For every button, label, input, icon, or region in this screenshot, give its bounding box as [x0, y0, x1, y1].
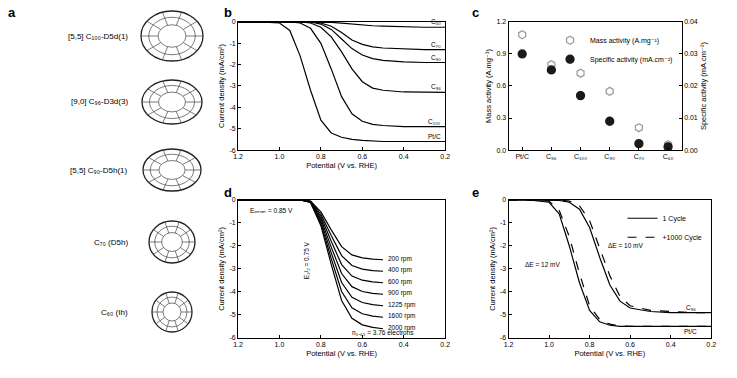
svg-text:[5,5] C₁₀₀-D5d(1): [5,5] C₁₀₀-D5d(1): [68, 32, 128, 41]
svg-text:-4: -4: [500, 288, 506, 295]
svg-text:0: 0: [232, 196, 236, 203]
svg-text:1.0: 1.0: [544, 341, 554, 348]
svg-text:900 rpm: 900 rpm: [388, 289, 412, 297]
svg-text:1225 rpm: 1225 rpm: [388, 301, 415, 309]
svg-text:200 rpm: 200 rpm: [388, 255, 412, 263]
svg-text:400 rpm: 400 rpm: [388, 266, 412, 274]
svg-text:0.2: 0.2: [706, 341, 716, 348]
svg-text:-6: -6: [229, 147, 235, 154]
svg-text:0.8: 0.8: [585, 341, 595, 348]
svg-text:Potential (V vs. RHE): Potential (V vs. RHE): [306, 161, 377, 170]
svg-text:0.02: 0.02: [684, 82, 698, 89]
svg-text:1.2: 1.2: [496, 18, 506, 25]
svg-text:0.4: 0.4: [399, 341, 409, 348]
svg-text:1.2: 1.2: [233, 341, 243, 348]
svg-text:0: 0: [232, 18, 236, 25]
svg-text:C₁₀₀: C₁₀₀: [574, 153, 587, 160]
svg-text:Current density (mA/cm²): Current density (mA/cm²): [217, 227, 226, 311]
svg-text:0.0: 0.0: [496, 147, 506, 154]
svg-text:C₆₀: C₆₀: [663, 153, 674, 160]
svg-text:Pt/C: Pt/C: [428, 133, 441, 140]
svg-text:Current density (mA/cm²): Current density (mA/cm²): [488, 227, 497, 311]
svg-text:-4: -4: [229, 288, 235, 295]
svg-text:b: b: [224, 5, 232, 20]
svg-text:n₀.₆₅ = 3.76 electrons: n₀.₆₅ = 3.76 electrons: [352, 329, 414, 336]
svg-text:1.2: 1.2: [233, 153, 243, 160]
svg-text:C₆₀: C₆₀: [431, 18, 441, 25]
svg-text:600 rpm: 600 rpm: [388, 278, 412, 286]
svg-text:-2: -2: [229, 61, 235, 68]
svg-text:+1000 Cycle: +1000 Cycle: [663, 234, 702, 242]
svg-text:Current density (mA/cm²): Current density (mA/cm²): [217, 44, 226, 128]
svg-text:Specific activity (mA.cm⁻²): Specific activity (mA.cm⁻²): [590, 56, 672, 64]
svg-text:Potential (V vs. RHE): Potential (V vs. RHE): [306, 349, 377, 358]
svg-text:0.01: 0.01: [684, 114, 698, 121]
svg-text:C₉₆: C₉₆: [431, 83, 441, 90]
svg-text:-2: -2: [500, 242, 506, 249]
svg-text:-3: -3: [229, 265, 235, 272]
svg-text:0.6: 0.6: [625, 341, 635, 348]
svg-text:a: a: [8, 5, 16, 20]
svg-text:C₉₆: C₉₆: [546, 153, 557, 160]
svg-text:Pt/C: Pt/C: [684, 328, 697, 335]
svg-text:2000 rpm: 2000 rpm: [388, 324, 415, 332]
svg-text:C₁₀₀: C₁₀₀: [428, 118, 441, 125]
svg-text:0.00: 0.00: [684, 147, 698, 154]
svg-text:0.4: 0.4: [399, 153, 409, 160]
svg-text:0.9: 0.9: [496, 50, 506, 57]
svg-text:0.6: 0.6: [496, 82, 506, 89]
svg-text:ΔE = 10 mV: ΔE = 10 mV: [608, 242, 644, 249]
svg-text:C₆₀ (Ih): C₆₀ (Ih): [101, 308, 128, 317]
svg-text:-4: -4: [229, 104, 235, 111]
svg-text:1600 rpm: 1600 rpm: [388, 312, 415, 320]
svg-text:ΔE = 12 mV: ΔE = 12 mV: [525, 261, 561, 268]
svg-text:-5: -5: [229, 125, 235, 132]
svg-text:Mass activity (A.mg⁻¹): Mass activity (A.mg⁻¹): [590, 37, 659, 45]
svg-text:C₉₀: C₉₀: [431, 54, 441, 61]
svg-text:0.8: 0.8: [316, 341, 326, 348]
svg-text:0.3: 0.3: [496, 114, 506, 121]
svg-text:-2: -2: [229, 242, 235, 249]
svg-text:c: c: [472, 5, 479, 20]
svg-text:e: e: [472, 185, 479, 200]
svg-text:C₇₀: C₇₀: [634, 153, 644, 160]
svg-text:1.2: 1.2: [504, 341, 514, 348]
svg-text:-1: -1: [229, 40, 235, 47]
svg-text:-1: -1: [229, 219, 235, 226]
svg-text:0.2: 0.2: [440, 153, 450, 160]
svg-text:C₉₀: C₉₀: [604, 153, 615, 160]
svg-text:C₇₀ (D5h): C₇₀ (D5h): [94, 238, 128, 247]
svg-text:1.0: 1.0: [275, 341, 285, 348]
svg-text:E₁/₂ = 0.75 V: E₁/₂ = 0.75 V: [303, 241, 310, 279]
svg-text:0.4: 0.4: [666, 341, 676, 348]
svg-text:-3: -3: [500, 265, 506, 272]
svg-text:d: d: [224, 185, 232, 200]
svg-text:0.03: 0.03: [684, 50, 698, 57]
svg-text:0.6: 0.6: [357, 341, 367, 348]
svg-text:[5,5] C₉₀-D5h(1): [5,5] C₉₀-D5h(1): [70, 166, 128, 175]
svg-text:-6: -6: [500, 334, 506, 341]
svg-text:0.6: 0.6: [357, 153, 367, 160]
svg-text:0.8: 0.8: [316, 153, 326, 160]
svg-text:1.0: 1.0: [275, 153, 285, 160]
svg-text:C₇₀: C₇₀: [431, 41, 441, 48]
svg-text:Pt/C: Pt/C: [515, 153, 529, 160]
svg-text:-5: -5: [229, 311, 235, 318]
svg-text:-6: -6: [229, 334, 235, 341]
svg-text:Specific activity (mA.cm⁻²): Specific activity (mA.cm⁻²): [699, 41, 708, 130]
svg-text:-5: -5: [500, 311, 506, 318]
svg-text:1 Cycle: 1 Cycle: [663, 215, 686, 223]
svg-text:Potential (V vs. RHE): Potential (V vs. RHE): [574, 349, 645, 358]
svg-text:C₉₆: C₉₆: [686, 304, 696, 311]
svg-text:-3: -3: [229, 82, 235, 89]
svg-text:0: 0: [502, 196, 506, 203]
svg-text:0.2: 0.2: [440, 341, 450, 348]
svg-text:-1: -1: [500, 219, 506, 226]
svg-text:0.04: 0.04: [684, 18, 698, 25]
svg-text:[9,0] C₉₆-D3d(3): [9,0] C₉₆-D3d(3): [71, 97, 128, 106]
svg-text:Eₒₙₛₑₜ = 0.85 V: Eₒₙₛₑₜ = 0.85 V: [250, 207, 293, 214]
svg-text:Mass activity (A.mg⁻¹): Mass activity (A.mg⁻¹): [484, 49, 493, 123]
